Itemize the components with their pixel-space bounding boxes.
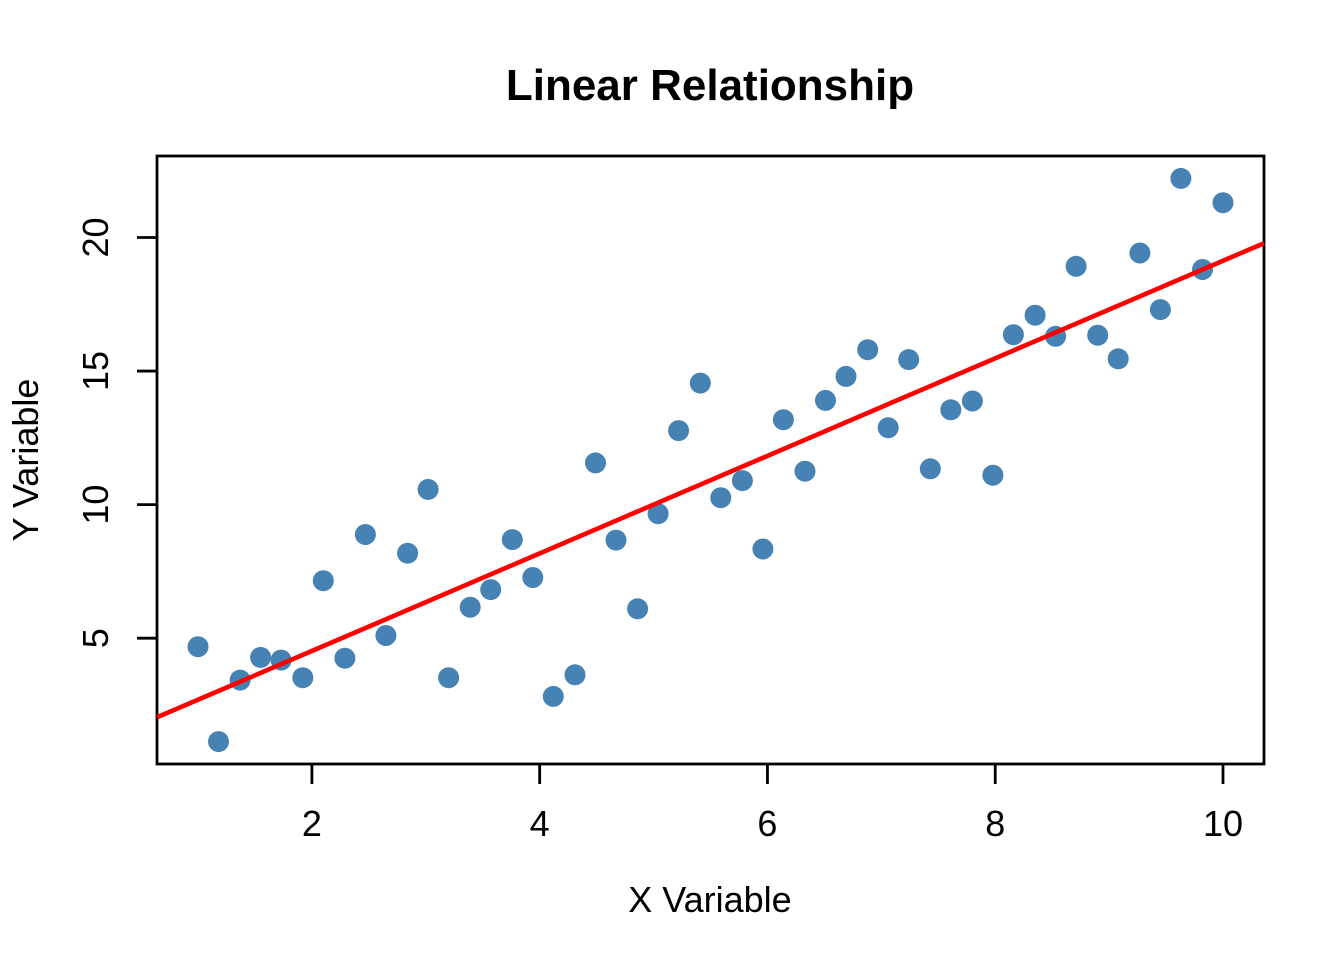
data-point — [1107, 348, 1129, 370]
data-point — [1170, 167, 1192, 189]
data-point — [208, 731, 229, 753]
data-point — [1087, 324, 1109, 346]
y-tick-label: 10 — [75, 485, 116, 525]
data-point — [752, 538, 774, 560]
y-tick-label: 15 — [75, 351, 116, 391]
regression-line — [156, 241, 1265, 720]
data-point — [794, 460, 816, 482]
plot-box — [155, 154, 1266, 766]
plot-area: 2 4 6 8 10 5 10 15 20 — [75, 154, 1266, 844]
data-point — [940, 399, 962, 421]
data-point — [354, 524, 376, 545]
data-point — [542, 685, 564, 707]
data-point — [250, 646, 272, 668]
data-point — [334, 647, 356, 669]
data-point — [187, 636, 209, 658]
data-point — [459, 596, 481, 618]
data-point — [877, 417, 899, 439]
chart-title: Linear Relationship — [506, 61, 914, 110]
x-axis-label: X Variable — [628, 879, 791, 920]
data-point — [585, 452, 606, 474]
data-point — [919, 458, 941, 480]
x-tick-label: 10 — [1203, 803, 1243, 844]
data-point — [397, 542, 419, 564]
data-point — [710, 487, 732, 509]
data-point — [564, 664, 586, 686]
data-point — [522, 567, 544, 588]
data-point — [1024, 304, 1046, 326]
data-point — [1002, 324, 1024, 346]
data-point — [312, 570, 334, 592]
x-tick-label: 2 — [302, 803, 322, 844]
x-tick-label: 8 — [985, 803, 1005, 844]
data-point — [731, 470, 753, 492]
data-point — [961, 390, 983, 412]
data-point — [375, 625, 397, 646]
data-point — [815, 389, 836, 411]
data-point — [501, 529, 523, 551]
x-tick-label: 4 — [530, 803, 550, 844]
data-point — [857, 339, 879, 361]
data-point — [438, 667, 460, 689]
y-axis-label: Y Variable — [5, 379, 46, 542]
data-point — [1149, 299, 1171, 321]
data-point — [1212, 192, 1234, 214]
data-point — [1065, 255, 1087, 277]
data-point — [292, 667, 314, 689]
data-point — [689, 372, 711, 394]
data-point — [480, 579, 502, 601]
data-point — [668, 420, 690, 442]
data-point — [647, 503, 669, 525]
x-tick-label: 6 — [757, 803, 777, 844]
data-point — [772, 409, 794, 431]
y-tick-label: 5 — [75, 628, 116, 648]
data-point — [982, 464, 1004, 486]
data-point — [605, 529, 627, 551]
data-point — [835, 365, 857, 387]
y-tick-label: 20 — [75, 217, 116, 257]
data-point — [417, 478, 439, 500]
data-point — [898, 349, 920, 371]
data-point — [627, 598, 649, 620]
data-point — [1129, 242, 1151, 264]
